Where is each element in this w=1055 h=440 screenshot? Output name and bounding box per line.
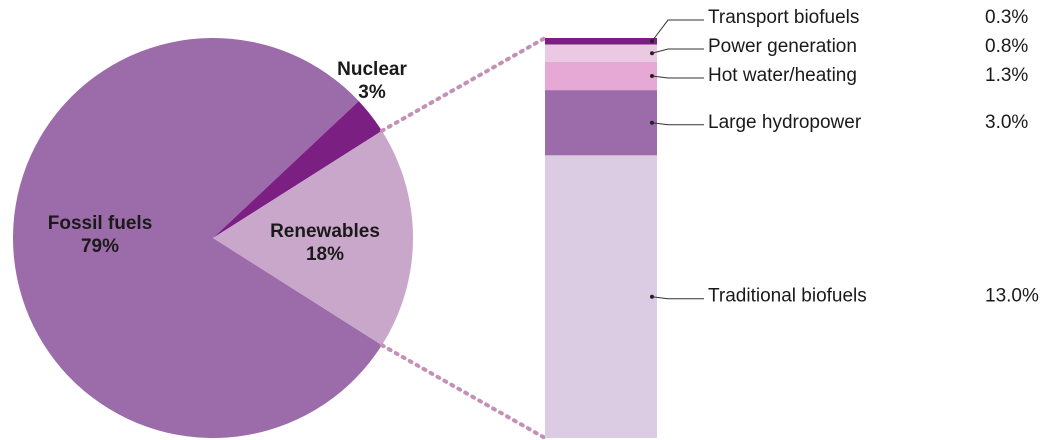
segment-label: Power generation	[708, 36, 857, 57]
leader-dot	[650, 74, 654, 79]
segment-value: 13.0%	[985, 286, 1039, 307]
pie-slice	[213, 101, 382, 238]
segment-label: Hot water/heating	[708, 65, 857, 86]
leader-dot	[650, 294, 654, 299]
bar-segment	[545, 38, 657, 45]
bar-segment	[545, 90, 657, 156]
connector	[379, 343, 547, 440]
leader-dot	[650, 120, 654, 125]
leader-dot	[650, 51, 654, 56]
slice-value: 79%	[81, 236, 119, 257]
pie-slice	[13, 37, 382, 438]
slice-label: Fossil fuels	[48, 213, 153, 234]
segment-label: Traditional biofuels	[708, 286, 867, 307]
bar-segment	[545, 44, 657, 62]
leader-dot	[650, 39, 654, 44]
slice-value: 18%	[306, 244, 344, 265]
segment-value: 3.0%	[985, 112, 1028, 133]
bar-segment	[545, 61, 657, 91]
slice-label: Nuclear	[337, 59, 407, 80]
segment-value: 0.8%	[985, 36, 1028, 57]
segment-label: Large hydropower	[708, 112, 862, 133]
leader-line	[651, 296, 704, 300]
segment-value: 0.3%	[985, 7, 1028, 28]
segment-value: 1.3%	[985, 65, 1028, 86]
slice-value: 3%	[358, 82, 386, 103]
leader-line	[651, 122, 704, 126]
leader-line	[651, 19, 704, 42]
segment-label: Transport biofuels	[708, 7, 859, 28]
leader-line	[651, 75, 704, 79]
slice-label: Renewables	[270, 221, 380, 242]
leader-line	[651, 48, 704, 54]
connector	[379, 36, 547, 133]
bar-segment	[545, 155, 657, 439]
pie-slice	[213, 130, 413, 346]
